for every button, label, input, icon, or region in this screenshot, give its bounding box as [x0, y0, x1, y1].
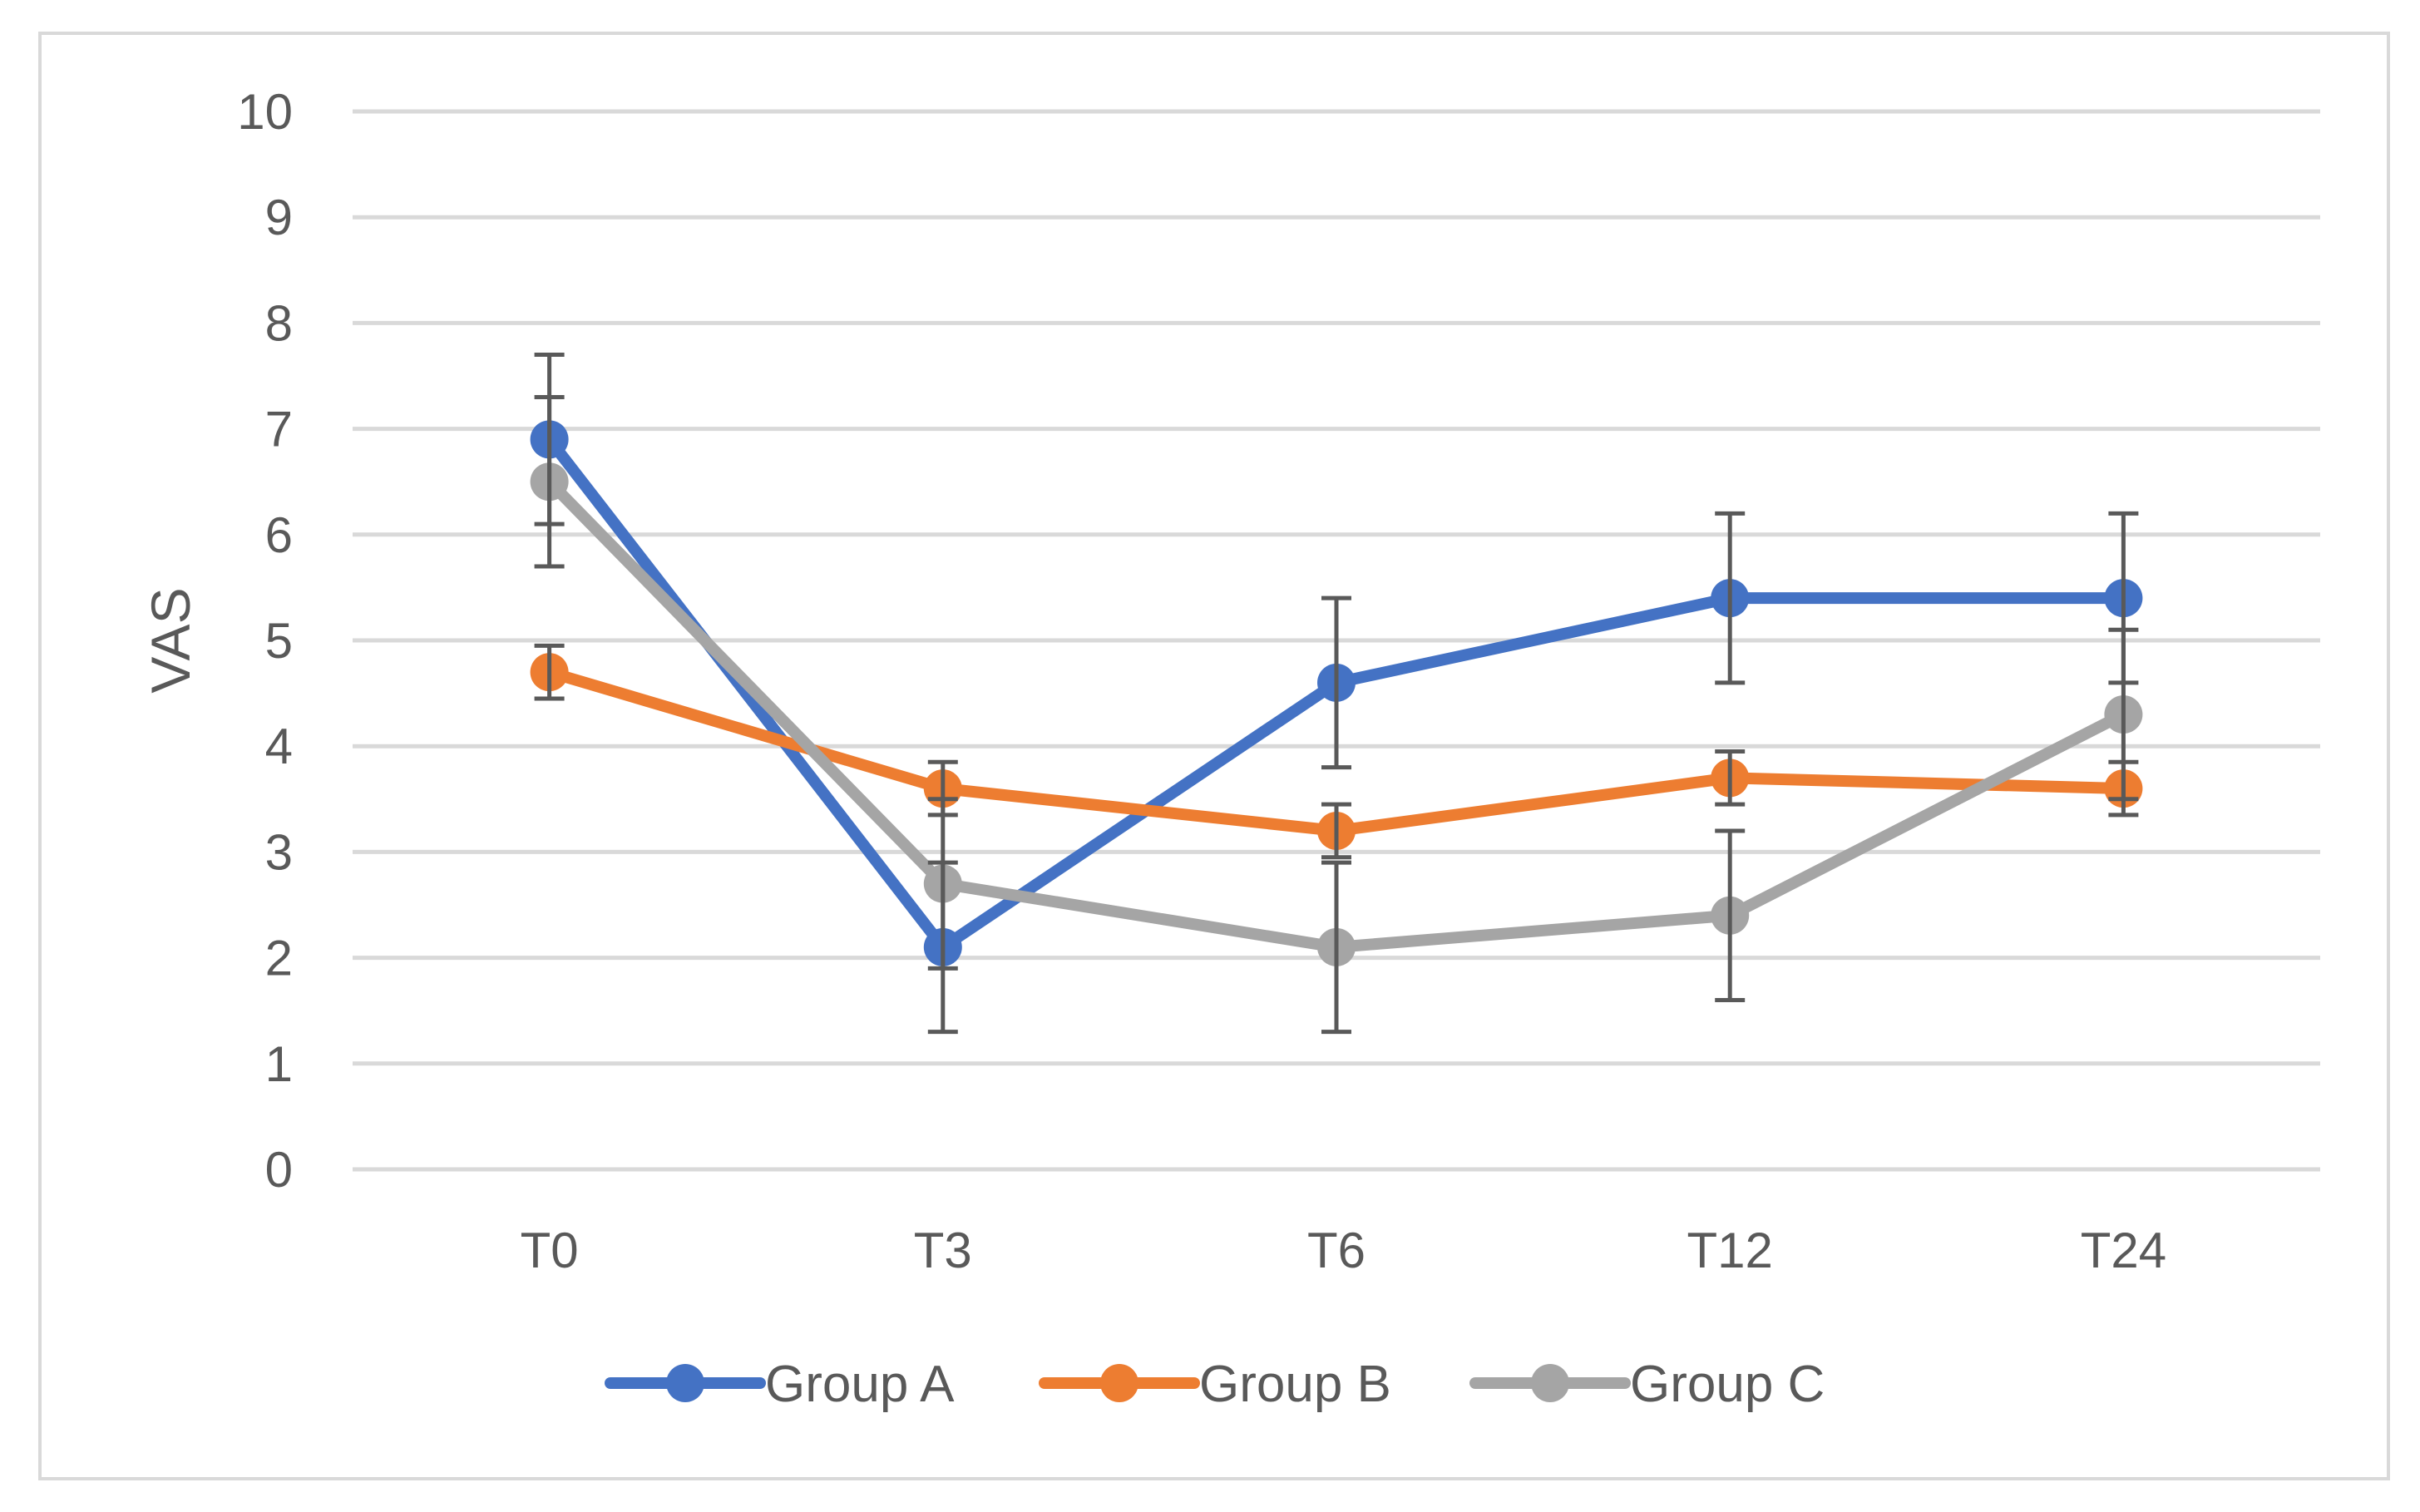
error-bar	[1321, 860, 1351, 1035]
legend-label: Group C	[1630, 1356, 1825, 1413]
error-bar	[1715, 749, 1746, 807]
error-bars	[534, 353, 2139, 1035]
x-tick-label: T0	[521, 1223, 579, 1278]
legend[interactable]: Group A Group B Group C	[605, 1356, 1825, 1413]
legend-marker	[1531, 1364, 1569, 1402]
legend-item-group-a[interactable]: Group A	[605, 1356, 955, 1413]
legend-marker	[666, 1364, 704, 1402]
error-bar	[927, 797, 958, 971]
legend-label: Group A	[765, 1356, 955, 1413]
x-axis-ticks: T0 T3 T6 T12 T24	[521, 1223, 2167, 1278]
error-bar	[1321, 595, 1351, 770]
y-tick-label: 5	[265, 613, 293, 669]
x-tick-label: T24	[2081, 1223, 2166, 1278]
y-tick-label: 9	[265, 190, 293, 245]
error-bar	[1715, 828, 1746, 1002]
y-tick-label: 1	[265, 1036, 293, 1092]
gridlines	[353, 109, 2320, 1172]
legend-marker	[1100, 1364, 1138, 1402]
x-tick-label: T12	[1687, 1223, 1773, 1278]
legend-item-group-c[interactable]: Group C	[1469, 1356, 1825, 1413]
y-tick-label: 2	[265, 931, 293, 986]
y-tick-label: 8	[265, 295, 293, 351]
error-bar	[1715, 511, 1746, 685]
legend-label: Group B	[1199, 1356, 1391, 1413]
error-bar	[534, 394, 565, 569]
x-tick-label: T3	[914, 1223, 972, 1278]
legend-item-group-b[interactable]: Group B	[1039, 1356, 1391, 1413]
error-bar	[534, 643, 565, 701]
y-tick-label: 0	[265, 1142, 293, 1198]
y-tick-label: 4	[265, 719, 293, 774]
y-tick-label: 7	[265, 402, 293, 457]
y-axis-ticks: 0 1 2 3 4 5 6 7 8 9 10	[237, 84, 293, 1198]
chart-frame	[38, 32, 2390, 1480]
y-axis-title: VAS	[140, 587, 201, 693]
y-tick-label: 3	[265, 824, 293, 880]
x-tick-label: T6	[1307, 1223, 1366, 1278]
y-tick-label: 6	[265, 507, 293, 563]
error-bar	[1321, 802, 1351, 860]
y-tick-label: 10	[237, 84, 293, 140]
error-bar	[2108, 627, 2139, 802]
